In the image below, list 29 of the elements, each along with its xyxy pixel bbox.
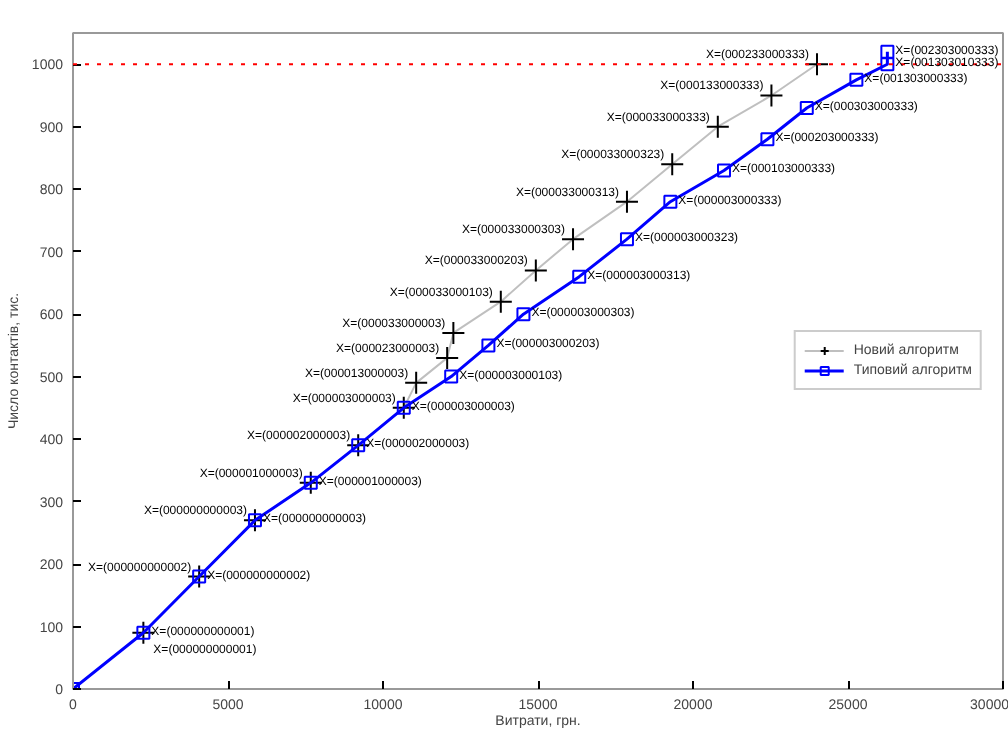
point bbox=[663, 194, 678, 209]
point bbox=[705, 114, 730, 139]
point bbox=[805, 52, 829, 77]
point bbox=[619, 232, 634, 247]
point bbox=[561, 227, 586, 252]
point bbox=[572, 269, 587, 284]
point bbox=[516, 307, 531, 322]
point bbox=[488, 289, 513, 314]
point bbox=[760, 132, 775, 147]
point bbox=[880, 44, 895, 59]
point bbox=[523, 258, 548, 283]
point bbox=[481, 338, 496, 353]
point bbox=[717, 163, 731, 178]
point bbox=[849, 72, 864, 87]
point bbox=[799, 100, 814, 115]
point bbox=[441, 320, 466, 345]
point bbox=[444, 369, 459, 384]
point bbox=[351, 438, 366, 453]
point bbox=[880, 57, 895, 72]
point bbox=[303, 475, 318, 490]
point bbox=[136, 625, 151, 640]
point bbox=[660, 152, 685, 177]
point bbox=[759, 83, 784, 108]
point bbox=[247, 513, 262, 528]
point bbox=[396, 400, 411, 415]
point bbox=[404, 370, 429, 395]
point bbox=[131, 620, 156, 645]
point bbox=[435, 345, 460, 370]
point bbox=[192, 569, 207, 584]
